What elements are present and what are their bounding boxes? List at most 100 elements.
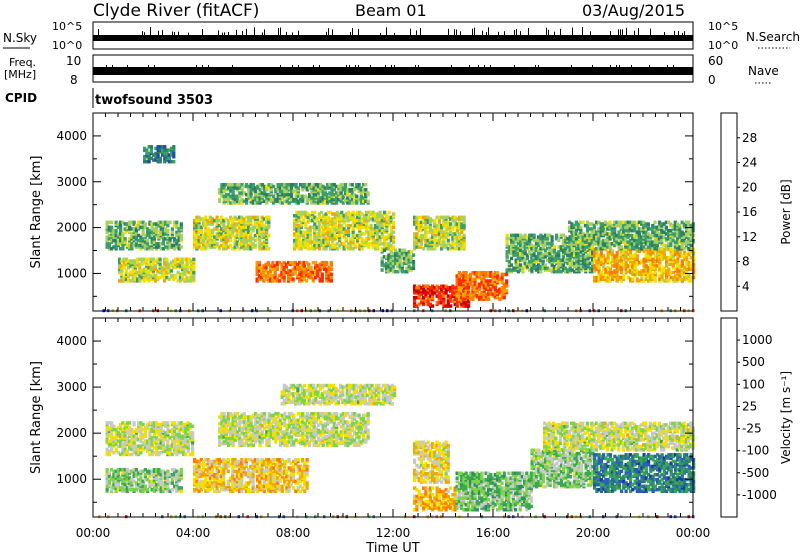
data-cell xyxy=(380,228,384,233)
data-cell xyxy=(359,201,363,205)
data-cell xyxy=(649,240,653,244)
data-cell xyxy=(341,194,345,199)
data-cell xyxy=(166,223,170,228)
data-cell xyxy=(599,222,603,226)
data-cell xyxy=(482,271,486,275)
data-cell xyxy=(424,299,428,303)
data-cell xyxy=(257,269,261,273)
data-cell xyxy=(653,220,657,225)
data-cell xyxy=(467,304,471,308)
data-cell xyxy=(579,250,583,254)
nsearch-tick-top: 10^5 xyxy=(708,20,738,33)
data-cell xyxy=(193,223,197,228)
data-cell xyxy=(283,183,287,187)
data-cell xyxy=(611,264,615,268)
data-cell xyxy=(331,237,335,241)
data-cell xyxy=(127,259,131,263)
data-cell xyxy=(389,232,393,236)
data-cell xyxy=(296,274,300,278)
data-cell xyxy=(680,262,684,267)
data-cell xyxy=(356,233,360,238)
data-cell xyxy=(498,297,502,301)
data-cell xyxy=(380,248,384,252)
data-cell xyxy=(413,296,417,300)
data-cell xyxy=(342,247,346,251)
data-cell xyxy=(649,233,653,238)
data-cell xyxy=(455,222,459,226)
data-cell xyxy=(147,257,151,262)
data-cell xyxy=(417,291,421,295)
data-cell xyxy=(552,245,556,249)
data-cell xyxy=(293,218,297,223)
data-cell xyxy=(655,225,659,230)
data-cell xyxy=(308,228,312,233)
data-cell xyxy=(362,225,366,230)
data-cell xyxy=(505,250,509,254)
data-cell xyxy=(592,230,596,234)
data-cell xyxy=(197,235,201,239)
data-cell xyxy=(335,228,339,233)
data-cell xyxy=(278,189,282,194)
data-cell xyxy=(426,302,430,307)
data-cell xyxy=(287,274,291,278)
data-cell xyxy=(251,237,255,241)
data-cell xyxy=(673,227,677,231)
data-cell xyxy=(224,228,228,233)
data-cell xyxy=(559,269,563,274)
data-cell xyxy=(626,228,630,233)
data-cell xyxy=(199,235,203,239)
data-cell xyxy=(387,265,391,269)
data-cell xyxy=(653,240,657,244)
data-cell xyxy=(278,274,282,278)
data-cell xyxy=(141,225,145,230)
data-cell xyxy=(449,299,453,303)
data-cell xyxy=(319,199,323,203)
data-cell xyxy=(516,238,520,243)
data-cell xyxy=(449,222,453,226)
data-cell xyxy=(322,243,326,248)
data-cell xyxy=(564,235,568,239)
data-cell xyxy=(586,220,590,225)
data-cell xyxy=(611,277,615,281)
data-cell xyxy=(360,237,364,241)
data-cell xyxy=(158,156,162,161)
data-cell xyxy=(376,225,380,230)
data-cell xyxy=(487,271,491,275)
data-cell xyxy=(231,217,235,221)
data-cell xyxy=(253,233,257,238)
data-cell xyxy=(469,277,473,282)
data-cell xyxy=(424,289,428,293)
data-cell xyxy=(292,197,296,202)
data-cell xyxy=(413,284,417,288)
data-cell xyxy=(272,201,276,205)
data-cell xyxy=(629,277,633,281)
data-cell xyxy=(505,240,509,244)
data-cell xyxy=(240,183,244,187)
data-cell xyxy=(464,271,468,275)
data-cell xyxy=(152,227,156,231)
data-cell xyxy=(642,245,646,249)
data-cell xyxy=(422,218,426,223)
data-cell xyxy=(523,258,527,262)
data-cell xyxy=(136,277,140,281)
data-cell xyxy=(500,285,504,290)
data-cell xyxy=(610,223,614,228)
data-cell xyxy=(514,233,518,238)
data-cell xyxy=(419,233,423,238)
data-cell xyxy=(305,267,309,271)
data-cell xyxy=(229,243,233,248)
data-cell xyxy=(356,215,360,220)
data-cell xyxy=(369,233,373,238)
data-cell xyxy=(442,215,446,220)
data-cell xyxy=(164,220,168,225)
data-cell xyxy=(314,186,318,190)
data-cell xyxy=(181,257,185,262)
data-cell xyxy=(658,225,662,230)
data-cell xyxy=(606,232,610,236)
data-cell xyxy=(163,279,167,283)
colorbar-label: Power [dB] xyxy=(779,179,793,244)
data-cell xyxy=(496,271,500,275)
data-cell xyxy=(226,225,230,230)
data-cell xyxy=(539,240,543,244)
data-cell xyxy=(428,302,432,307)
